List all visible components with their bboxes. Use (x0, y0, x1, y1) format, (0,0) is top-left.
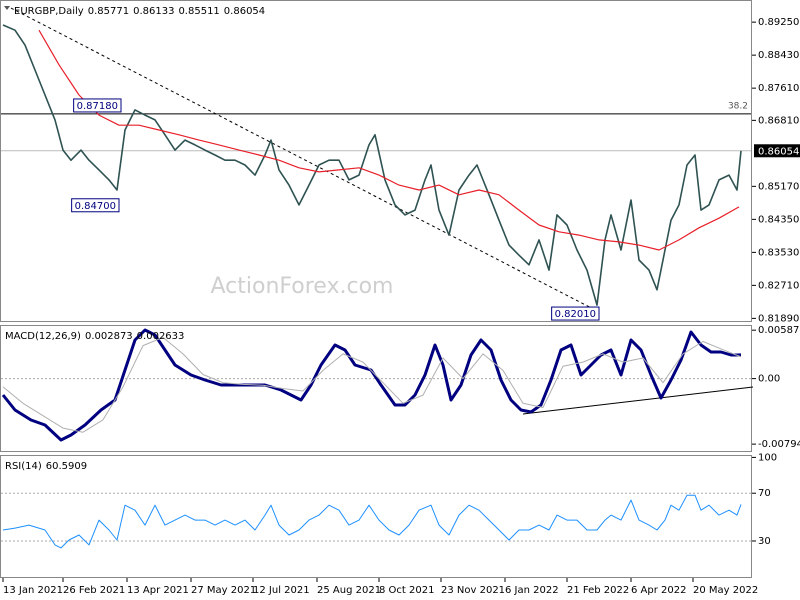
ohlc-value: 0.86054 (224, 6, 265, 17)
annotation-box (73, 98, 122, 113)
x-tick-label: 6 Jan 2022 (505, 585, 559, 596)
series-line (1, 328, 742, 442)
trend-line (522, 386, 754, 415)
trend-line (10, 7, 600, 313)
panel-title: EURGBP,Daily (14, 6, 84, 17)
panel-header: RSI(14) 60.5909 (5, 461, 87, 472)
y-tick-label: -0.007945 (758, 439, 800, 450)
y-tick-label: 0.00 (758, 374, 780, 385)
ohlc-value: 0.85511 (178, 6, 219, 17)
panel-header: EURGBP,Daily 0.85771 0.86133 0.85511 0.86054 (14, 6, 265, 17)
series-line (2, 336, 742, 433)
y-tick-label: 100 (758, 452, 777, 463)
indicator-value: 0.002633 (137, 331, 185, 342)
panel-frame (0, 0, 752, 322)
annotation-label: 0.87180 (77, 101, 118, 112)
x-tick-label: 8 Oct 2021 (379, 585, 434, 596)
indicator-value: 0.002873 (85, 331, 133, 342)
series-line (38, 29, 740, 251)
y-tick-label: 0.89250 (758, 17, 799, 28)
x-tick-label: 27 May 2021 (191, 585, 256, 596)
x-tick-label: 25 Aug 2021 (317, 585, 381, 596)
indicator-value: 60.5909 (46, 461, 87, 472)
y-tick-label: 0.82710 (758, 280, 799, 291)
y-tick-label: 0.85170 (758, 181, 799, 192)
x-tick-label: 26 Feb 2021 (63, 585, 125, 596)
annotation-label: 0.82010 (555, 309, 596, 320)
x-tick-label: 6 Apr 2022 (631, 585, 686, 596)
panel-header: MACD(12,26,9) 0.002873 0.002633 (5, 331, 184, 342)
y-tick-label: 0.87610 (758, 83, 799, 94)
panel-frame (0, 455, 752, 578)
annotation-box (71, 198, 120, 213)
ohlc-value: 0.86133 (133, 6, 174, 17)
y-tick-label: 0.81890 (758, 313, 799, 324)
ohlc-value: 0.85771 (88, 6, 129, 17)
price-badge (754, 144, 800, 158)
fib-label: 38.2 (728, 101, 748, 111)
series-line (2, 24, 742, 306)
y-tick-label: 30 (758, 536, 771, 547)
y-tick-label: 0.84350 (758, 214, 799, 225)
x-tick-label: 20 May 2022 (693, 585, 758, 596)
symbol-icon (4, 6, 10, 10)
x-tick-label: 13 Apr 2021 (127, 585, 189, 596)
price-badge-label: 0.86054 (758, 146, 799, 157)
annotation-label: 0.84700 (75, 201, 116, 212)
x-tick-label: 12 Jul 2021 (253, 585, 310, 596)
x-tick-label: 23 Nov 2021 (441, 585, 505, 596)
x-tick-label: 13 Jan 2021 (3, 585, 63, 596)
y-tick-label: 0.83530 (758, 247, 799, 258)
y-tick-label: 0.88430 (758, 50, 799, 61)
y-tick-label: 0.86810 (758, 115, 799, 126)
x-tick-label: 21 Feb 2022 (567, 585, 629, 596)
panel-frame (0, 325, 752, 452)
series-line (2, 494, 742, 549)
annotation-box (551, 306, 600, 321)
y-tick-label: 0.005872 (758, 325, 800, 336)
panel-title: RSI(14) (5, 461, 42, 472)
watermark: ActionForex.com (211, 274, 394, 299)
y-tick-label: 70 (758, 488, 771, 499)
panel-title: MACD(12,26,9) (5, 331, 81, 342)
